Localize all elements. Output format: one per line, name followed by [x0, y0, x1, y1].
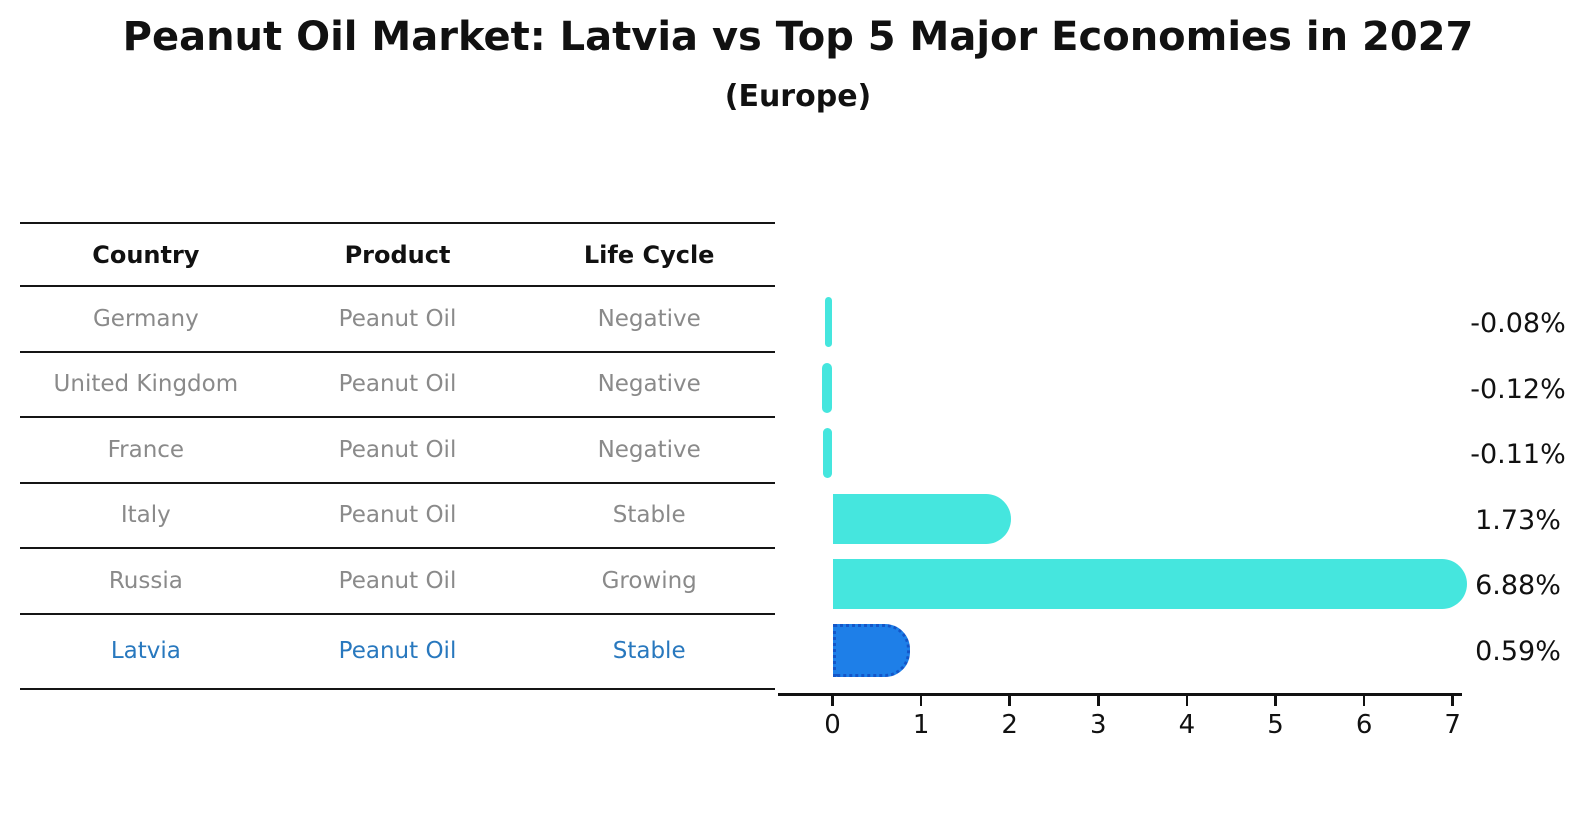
x-tick: [1185, 696, 1189, 706]
value-label: -0.08%: [1470, 308, 1566, 339]
cell-country: United Kingdom: [53, 371, 239, 398]
x-tick: [1097, 696, 1100, 706]
table-row: France Peanut Oil Negative: [20, 418, 775, 484]
x-tick-label: 4: [1178, 710, 1196, 740]
table-row: United Kingdom Peanut Oil Negative: [20, 353, 775, 418]
value-label: 6.88%: [1475, 570, 1561, 601]
x-tick: [919, 696, 923, 706]
x-tick-label: 5: [1267, 710, 1284, 740]
bar-italy: [832, 493, 1011, 544]
value-label: 0.59%: [1475, 635, 1561, 667]
value-label: -0.11%: [1470, 439, 1566, 470]
bar-france: [822, 428, 833, 478]
x-tick-label: 2: [1001, 710, 1018, 740]
bar-latvia: [832, 623, 910, 677]
table-body: Germany Peanut Oil Negative United Kingdom P…: [20, 287, 775, 690]
bar-russia: [832, 559, 1468, 609]
cell-life-cycle: Stable: [612, 638, 686, 665]
chart-title: Peanut Oil Market: Latvia vs Top 5 Major…: [122, 14, 1474, 60]
cell-country: France: [107, 436, 185, 463]
x-tick-label: 6: [1355, 710, 1373, 740]
x-tick: [1362, 696, 1366, 706]
cell-country: Italy: [120, 502, 171, 529]
table-row: Italy Peanut Oil Stable: [20, 484, 775, 549]
cell-product: Peanut Oil: [338, 436, 457, 463]
table-row: Latvia Peanut Oil Stable: [20, 615, 775, 690]
x-tick-label: 7: [1444, 710, 1461, 740]
col-header-lifecycle: Life Cycle: [583, 240, 715, 269]
col-header-product: Product: [344, 240, 451, 269]
cell-product: Peanut Oil: [338, 638, 457, 665]
cell-life-cycle: Negative: [597, 305, 701, 332]
x-tick-label: 0: [824, 710, 841, 740]
cell-product: Peanut Oil: [338, 371, 457, 398]
cell-life-cycle: Negative: [597, 436, 701, 463]
value-label: -0.12%: [1470, 373, 1566, 405]
cell-product: Peanut Oil: [338, 502, 457, 529]
col-header-country: Country: [92, 240, 200, 269]
x-tick: [1008, 696, 1011, 706]
cell-country: Latvia: [110, 638, 181, 665]
x-tick: [831, 696, 834, 706]
bar-germany: [825, 297, 833, 347]
table-header-row: Country Product Life Cycle: [20, 222, 775, 287]
value-label: 1.73%: [1475, 504, 1561, 536]
x-tick: [1451, 696, 1454, 706]
cell-product: Peanut Oil: [338, 567, 457, 594]
table-row: Russia Peanut Oil Growing: [20, 549, 775, 615]
chart-subtitle: (Europe): [724, 79, 872, 114]
cell-life-cycle: Negative: [597, 371, 701, 398]
x-tick-label: 3: [1090, 710, 1107, 740]
table-row: Germany Peanut Oil Negative: [20, 287, 775, 353]
bar-united-kingdom: [821, 362, 833, 413]
cell-life-cycle: Growing: [601, 567, 697, 594]
cell-life-cycle: Stable: [612, 502, 686, 529]
cell-country: Russia: [108, 567, 183, 594]
cell-country: Germany: [92, 305, 199, 332]
x-axis-line: [778, 693, 1462, 696]
x-tick: [1274, 696, 1277, 706]
cell-product: Peanut Oil: [338, 305, 457, 332]
x-tick-label: 1: [912, 710, 930, 740]
country-table: Country Product Life Cycle Germany Peanut…: [20, 222, 775, 690]
